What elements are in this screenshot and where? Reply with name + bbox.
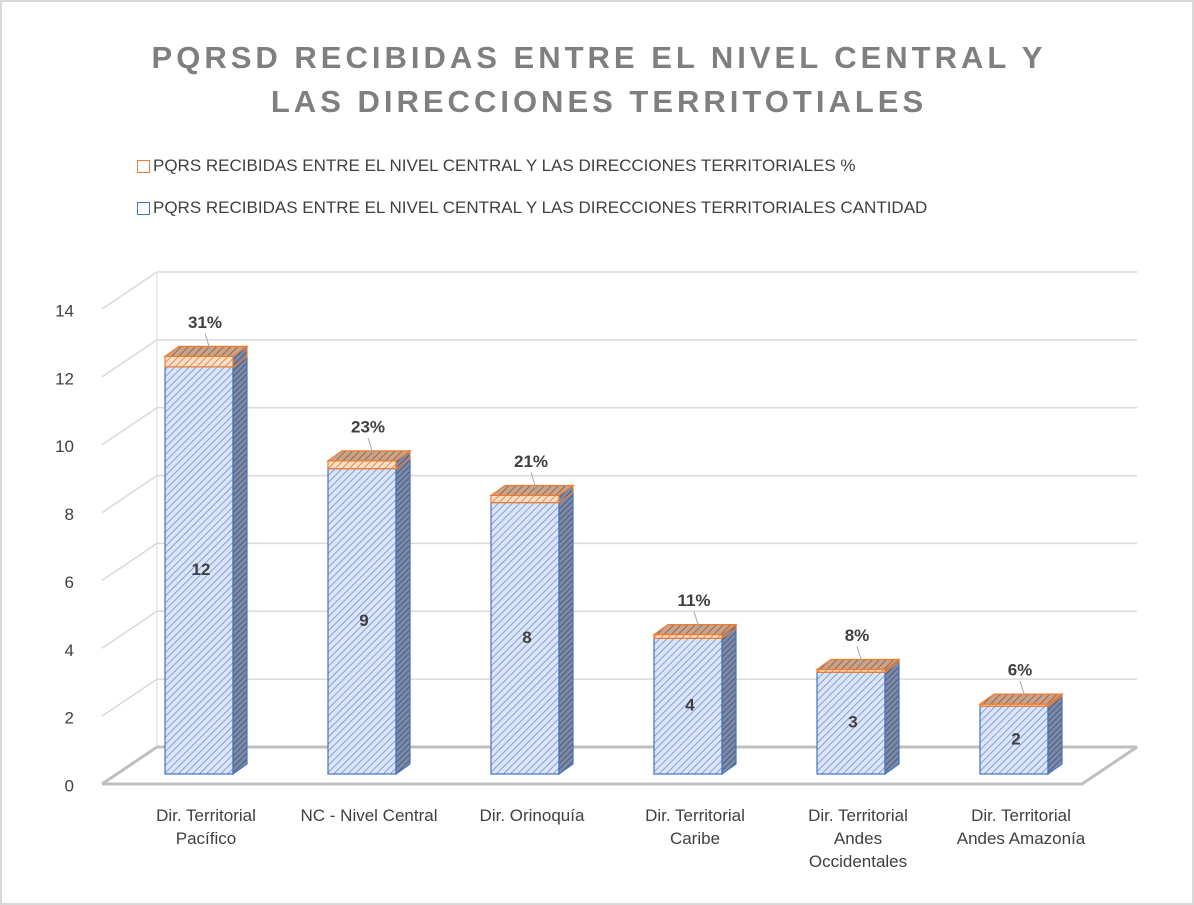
bar-top: [978, 693, 1064, 705]
leader-line: [367, 437, 375, 457]
legend-label: PQRS RECIBIDAS ENTRE EL NIVEL CENTRAL Y …: [153, 156, 856, 175]
x-tick-label: NC - Nivel Central: [300, 806, 438, 825]
x-tick-label: Dir. Territorial Andes Occidentales: [808, 806, 908, 871]
y-tick-label: 2: [65, 709, 74, 728]
bar-top: [326, 450, 412, 462]
bar-side: [232, 355, 248, 776]
leader-line: [856, 646, 864, 666]
data-label: 2: [1011, 730, 1020, 749]
x-tick-label: Dir. Territorial Caribe: [645, 806, 745, 848]
leader-line: [1019, 680, 1027, 701]
grid-line: [101, 542, 158, 582]
data-label: 8%: [845, 626, 870, 645]
grid-line: [101, 678, 158, 717]
grid-line: [101, 271, 158, 310]
bar-front: [979, 705, 1049, 775]
data-label: 21%: [514, 452, 548, 471]
y-tick-label: 10: [55, 437, 74, 456]
legend-entry: PQRS RECIBIDAS ENTRE EL NIVEL CENTRAL Y …: [137, 198, 927, 218]
grid-line: [101, 474, 158, 514]
bar-front: [653, 637, 723, 775]
data-label: 9: [359, 611, 368, 630]
bar-side: [721, 627, 737, 776]
bar-front: [490, 501, 560, 775]
grid-line: [101, 745, 158, 786]
grid-line: [101, 407, 158, 446]
bar-front: [490, 494, 560, 504]
bar-side: [395, 457, 411, 776]
data-label: 8: [522, 628, 531, 647]
chart-title: PQRSD RECIBIDAS ENTRE EL NIVEL CENTRAL Y…: [151, 40, 1047, 119]
y-tick-label: 4: [65, 641, 74, 660]
bar-side: [884, 661, 900, 776]
y-tick-label: 8: [65, 505, 74, 524]
legend-label: PQRS RECIBIDAS ENTRE EL NIVEL CENTRAL Y …: [153, 198, 928, 217]
bar-top: [489, 484, 575, 497]
legend-entry: PQRS RECIBIDAS ENTRE EL NIVEL CENTRAL Y …: [137, 156, 856, 176]
leader-line: [204, 333, 212, 353]
data-label: 31%: [188, 313, 222, 332]
y-tick-label: 6: [65, 573, 74, 592]
data-label: 23%: [351, 417, 385, 436]
x-tick-label: Dir. Territorial Andes Amazonía: [956, 806, 1086, 848]
bar-front: [327, 460, 397, 470]
bar-top: [815, 658, 901, 671]
legend-swatch: [137, 201, 150, 215]
bar-top: [652, 623, 738, 636]
bar-top: [163, 345, 249, 357]
bar-front: [164, 355, 234, 368]
bar-front: [327, 468, 397, 775]
y-tick-label: 12: [55, 369, 74, 388]
x-tick-label: Dir. Territorial Pacífico: [156, 806, 256, 848]
legend-swatch: [137, 159, 150, 173]
data-label: 6%: [1008, 661, 1033, 680]
bar-side: [558, 491, 574, 776]
data-label: 3: [848, 713, 857, 732]
y-tick-label: 0: [65, 776, 74, 795]
leader-line: [693, 611, 701, 631]
data-label: 11%: [677, 591, 710, 610]
data-label: 4: [685, 696, 695, 715]
data-label: 12: [192, 560, 211, 579]
grid-line: [101, 339, 158, 378]
y-tick-label: 14: [55, 301, 74, 320]
floor: [102, 745, 1138, 786]
grid-line: [101, 610, 158, 649]
bar-side: [1047, 694, 1063, 776]
leader-line: [530, 472, 538, 492]
x-tick-label: Dir. Orinoquía: [479, 806, 585, 825]
